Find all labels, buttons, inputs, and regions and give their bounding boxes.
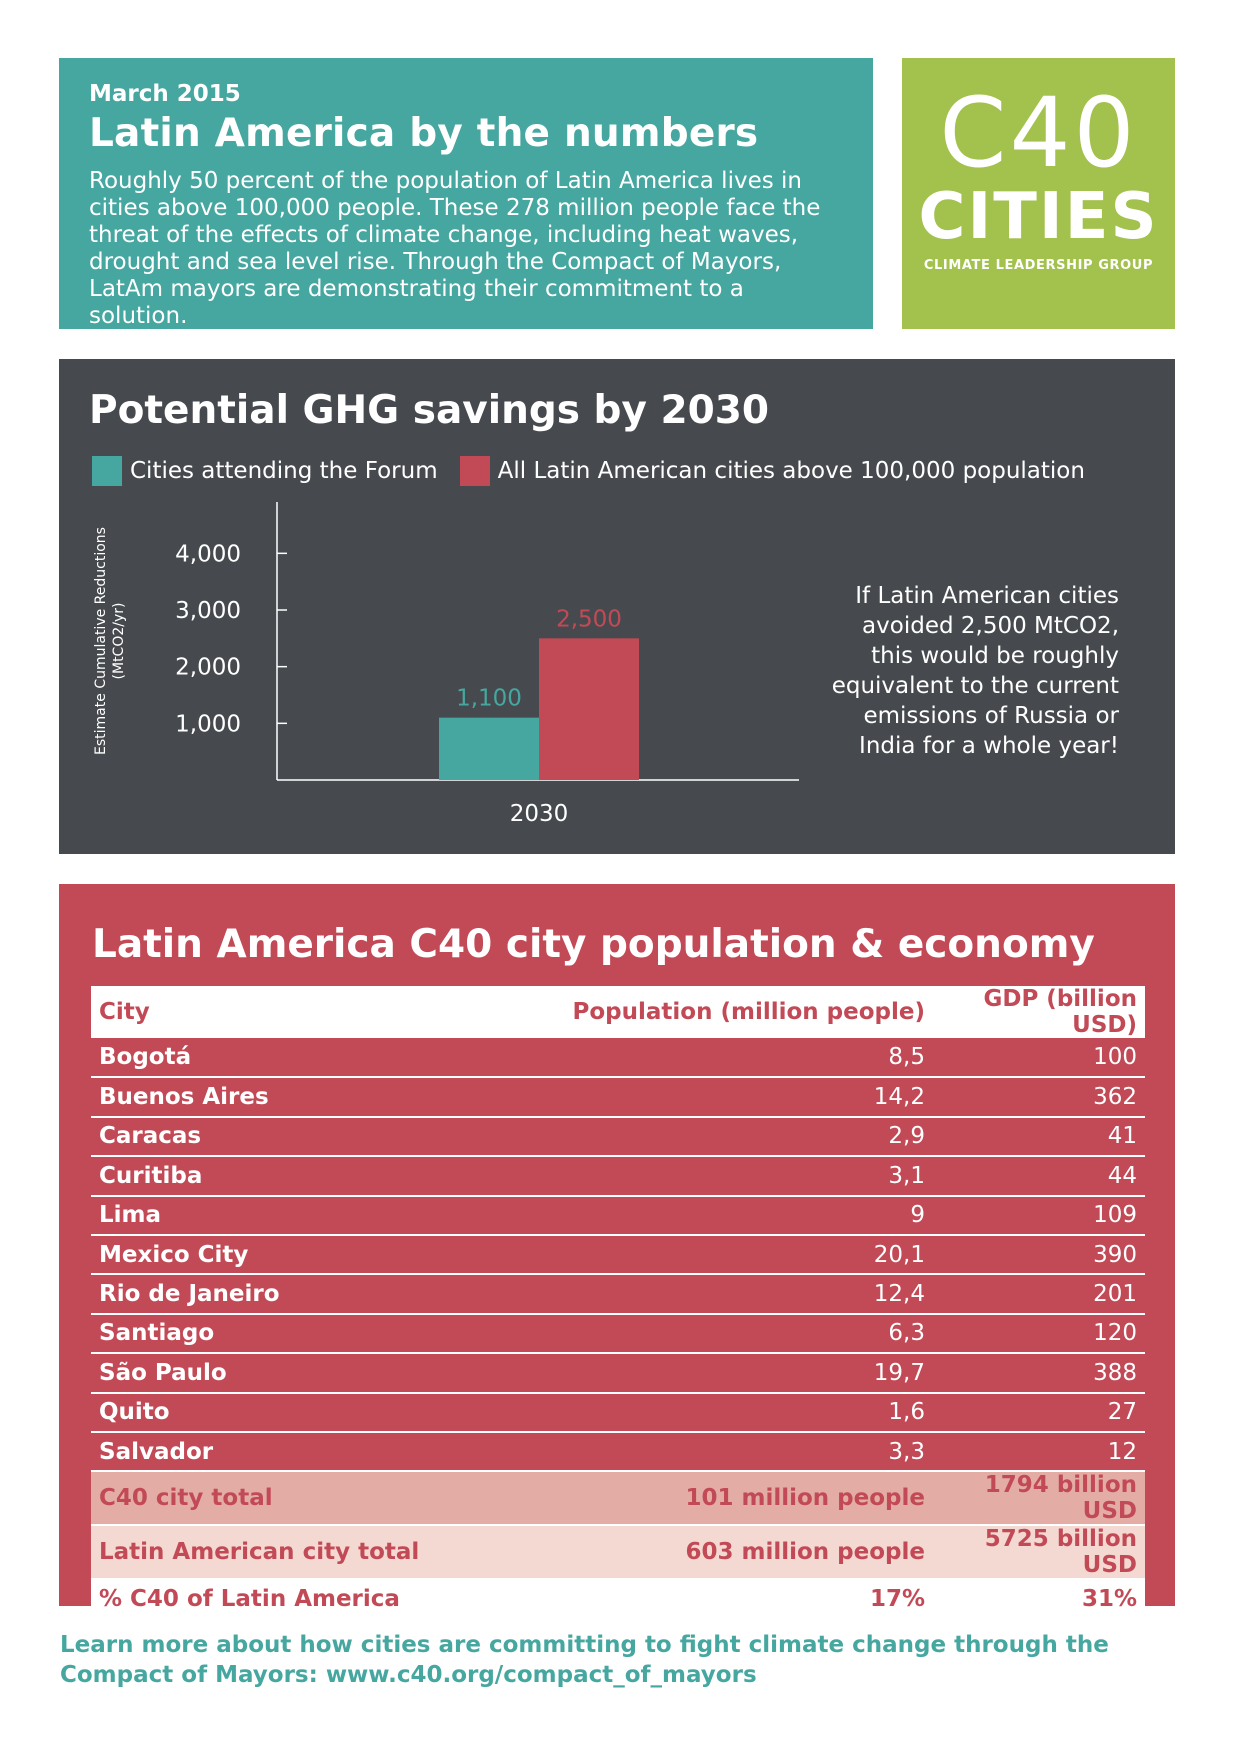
c40-total-population: 101 million people	[531, 1471, 933, 1527]
x-tick-label: 2030	[510, 801, 569, 827]
legend-swatch-forum	[92, 456, 122, 486]
pct-gdp: 31%	[933, 1579, 1145, 1619]
cell-gdp: 362	[933, 1077, 1145, 1118]
table-row: Buenos Aires 14,2 362	[91, 1077, 1145, 1118]
table-row: Salvador 3,3 12	[91, 1431, 1145, 1473]
y-tick-label: 3,000	[175, 598, 241, 624]
y-axis-title: Estimate Cumulative Reductions	[93, 527, 109, 755]
ghg-note: If Latin American cities avoided 2,500 M…	[831, 583, 1119, 759]
cell-population: 9	[531, 1195, 933, 1236]
y-tick-label: 4,000	[175, 541, 241, 567]
cell-population: 2,9	[531, 1116, 933, 1158]
bar-forum	[439, 717, 539, 780]
latam-total-label: Latin American city total	[91, 1525, 531, 1581]
bar-value-label: 2,500	[556, 606, 622, 632]
table-row: Quito 1,6 27	[91, 1392, 1145, 1433]
cell-population: 12,4	[531, 1274, 933, 1315]
cell-gdp: 44	[933, 1156, 1145, 1197]
pct-label: % C40 of Latin America	[91, 1579, 531, 1619]
intro-title: Latin America by the numbers	[89, 111, 759, 156]
cell-population: 1,6	[531, 1392, 933, 1433]
latam-total-row: Latin American city total 603 million pe…	[91, 1525, 1145, 1581]
pct-row: % C40 of Latin America 17% 31%	[91, 1579, 1145, 1619]
intro-panel: March 2015 Latin America by the numbers …	[59, 58, 873, 329]
table-row: Caracas 2,9 41	[91, 1116, 1145, 1158]
cell-gdp: 41	[933, 1116, 1145, 1158]
cell-gdp: 120	[933, 1313, 1145, 1355]
cell-gdp: 388	[933, 1353, 1145, 1394]
intro-body: Roughly 50 percent of the population of …	[89, 168, 821, 329]
header-city: City	[91, 986, 531, 1038]
table-title: Latin America C40 city population & econ…	[92, 922, 1095, 967]
logo-cities: CITIES	[918, 180, 1159, 254]
cell-population: 14,2	[531, 1077, 933, 1118]
footer-link[interactable]: Compact of Mayors: www.c40.org/compact_o…	[60, 1662, 757, 1688]
cell-city: Mexico City	[91, 1234, 531, 1276]
cell-city: Salvador	[91, 1431, 531, 1473]
y-tick-label: 2,000	[175, 655, 241, 681]
intro-date: March 2015	[89, 81, 241, 107]
cell-population: 6,3	[531, 1313, 933, 1355]
cell-city: Bogotá	[91, 1038, 531, 1079]
footer-line-1: Learn more about how cities are committi…	[60, 1632, 1109, 1658]
cell-gdp: 12	[933, 1431, 1145, 1473]
table-row: Rio de Janeiro 12,4 201	[91, 1274, 1145, 1315]
cell-population: 8,5	[531, 1038, 933, 1079]
latam-total-population: 603 million people	[531, 1525, 933, 1581]
legend-item-forum: Cities attending the Forum	[92, 456, 438, 486]
cell-city: São Paulo	[91, 1353, 531, 1394]
table-row: Bogotá 8,5 100	[91, 1038, 1145, 1079]
bar-all-cities	[539, 638, 639, 780]
table-header-row: City Population (million people) GDP (bi…	[91, 986, 1145, 1038]
c40-total-label: C40 city total	[91, 1471, 531, 1527]
cell-city: Caracas	[91, 1116, 531, 1158]
chart-legend: Cities attending the Forum All Latin Ame…	[92, 456, 1107, 486]
cell-city: Lima	[91, 1195, 531, 1236]
cell-city: Buenos Aires	[91, 1077, 531, 1118]
c40-cities-logo: C40 CITIES CLIMATE LEADERSHIP GROUP	[902, 58, 1175, 329]
header-gdp: GDP (billion USD)	[933, 986, 1145, 1038]
cell-population: 19,7	[531, 1353, 933, 1394]
cell-gdp: 201	[933, 1274, 1145, 1315]
c40-total-row: C40 city total 101 million people 1794 b…	[91, 1471, 1145, 1527]
logo-tagline: CLIMATE LEADERSHIP GROUP	[923, 258, 1154, 273]
cell-population: 20,1	[531, 1234, 933, 1276]
c40-total-gdp: 1794 billion USD	[933, 1471, 1145, 1527]
legend-swatch-all	[459, 456, 490, 486]
cell-city: Santiago	[91, 1313, 531, 1355]
cell-population: 3,3	[531, 1431, 933, 1473]
logo-c40: C40	[939, 77, 1138, 189]
cell-population: 3,1	[531, 1156, 933, 1197]
cell-gdp: 100	[933, 1038, 1145, 1079]
city-economy-table: City Population (million people) GDP (bi…	[91, 986, 1145, 1619]
city-economy-panel: Latin America C40 city population & econ…	[59, 884, 1175, 1619]
ghg-title: Potential GHG savings by 2030	[89, 388, 770, 433]
footer-cta: Learn more about how cities are committi…	[60, 1630, 1160, 1690]
table-row: Curitiba 3,1 44	[91, 1156, 1145, 1197]
y-tick-label: 1,000	[175, 711, 241, 737]
pct-population: 17%	[531, 1579, 933, 1619]
cell-city: Quito	[91, 1392, 531, 1433]
legend-item-all: All Latin American cities above 100,000 …	[459, 456, 1085, 486]
ghg-bar-chart: 1,000 2,000 3,000 4,000 Estimate Cumulative …	[93, 502, 799, 827]
y-axis-unit: (MtCO2/yr)	[111, 603, 127, 680]
table-row: Mexico City 20,1 390	[91, 1234, 1145, 1276]
table-row: Lima 9 109	[91, 1195, 1145, 1236]
legend-label-all: All Latin American cities above 100,000 …	[497, 458, 1085, 484]
cell-gdp: 27	[933, 1392, 1145, 1433]
table-row: São Paulo 19,7 388	[91, 1353, 1145, 1394]
table-row: Santiago 6,3 120	[91, 1313, 1145, 1355]
legend-label-forum: Cities attending the Forum	[130, 458, 438, 484]
bar-value-label: 1,100	[456, 686, 522, 712]
latam-total-gdp: 5725 billion USD	[933, 1525, 1145, 1581]
cell-city: Curitiba	[91, 1156, 531, 1197]
cell-gdp: 390	[933, 1234, 1145, 1276]
header-population: Population (million people)	[531, 986, 933, 1038]
cell-city: Rio de Janeiro	[91, 1274, 531, 1315]
cell-gdp: 109	[933, 1195, 1145, 1236]
ghg-savings-panel: Potential GHG savings by 2030 Cities att…	[59, 359, 1175, 854]
